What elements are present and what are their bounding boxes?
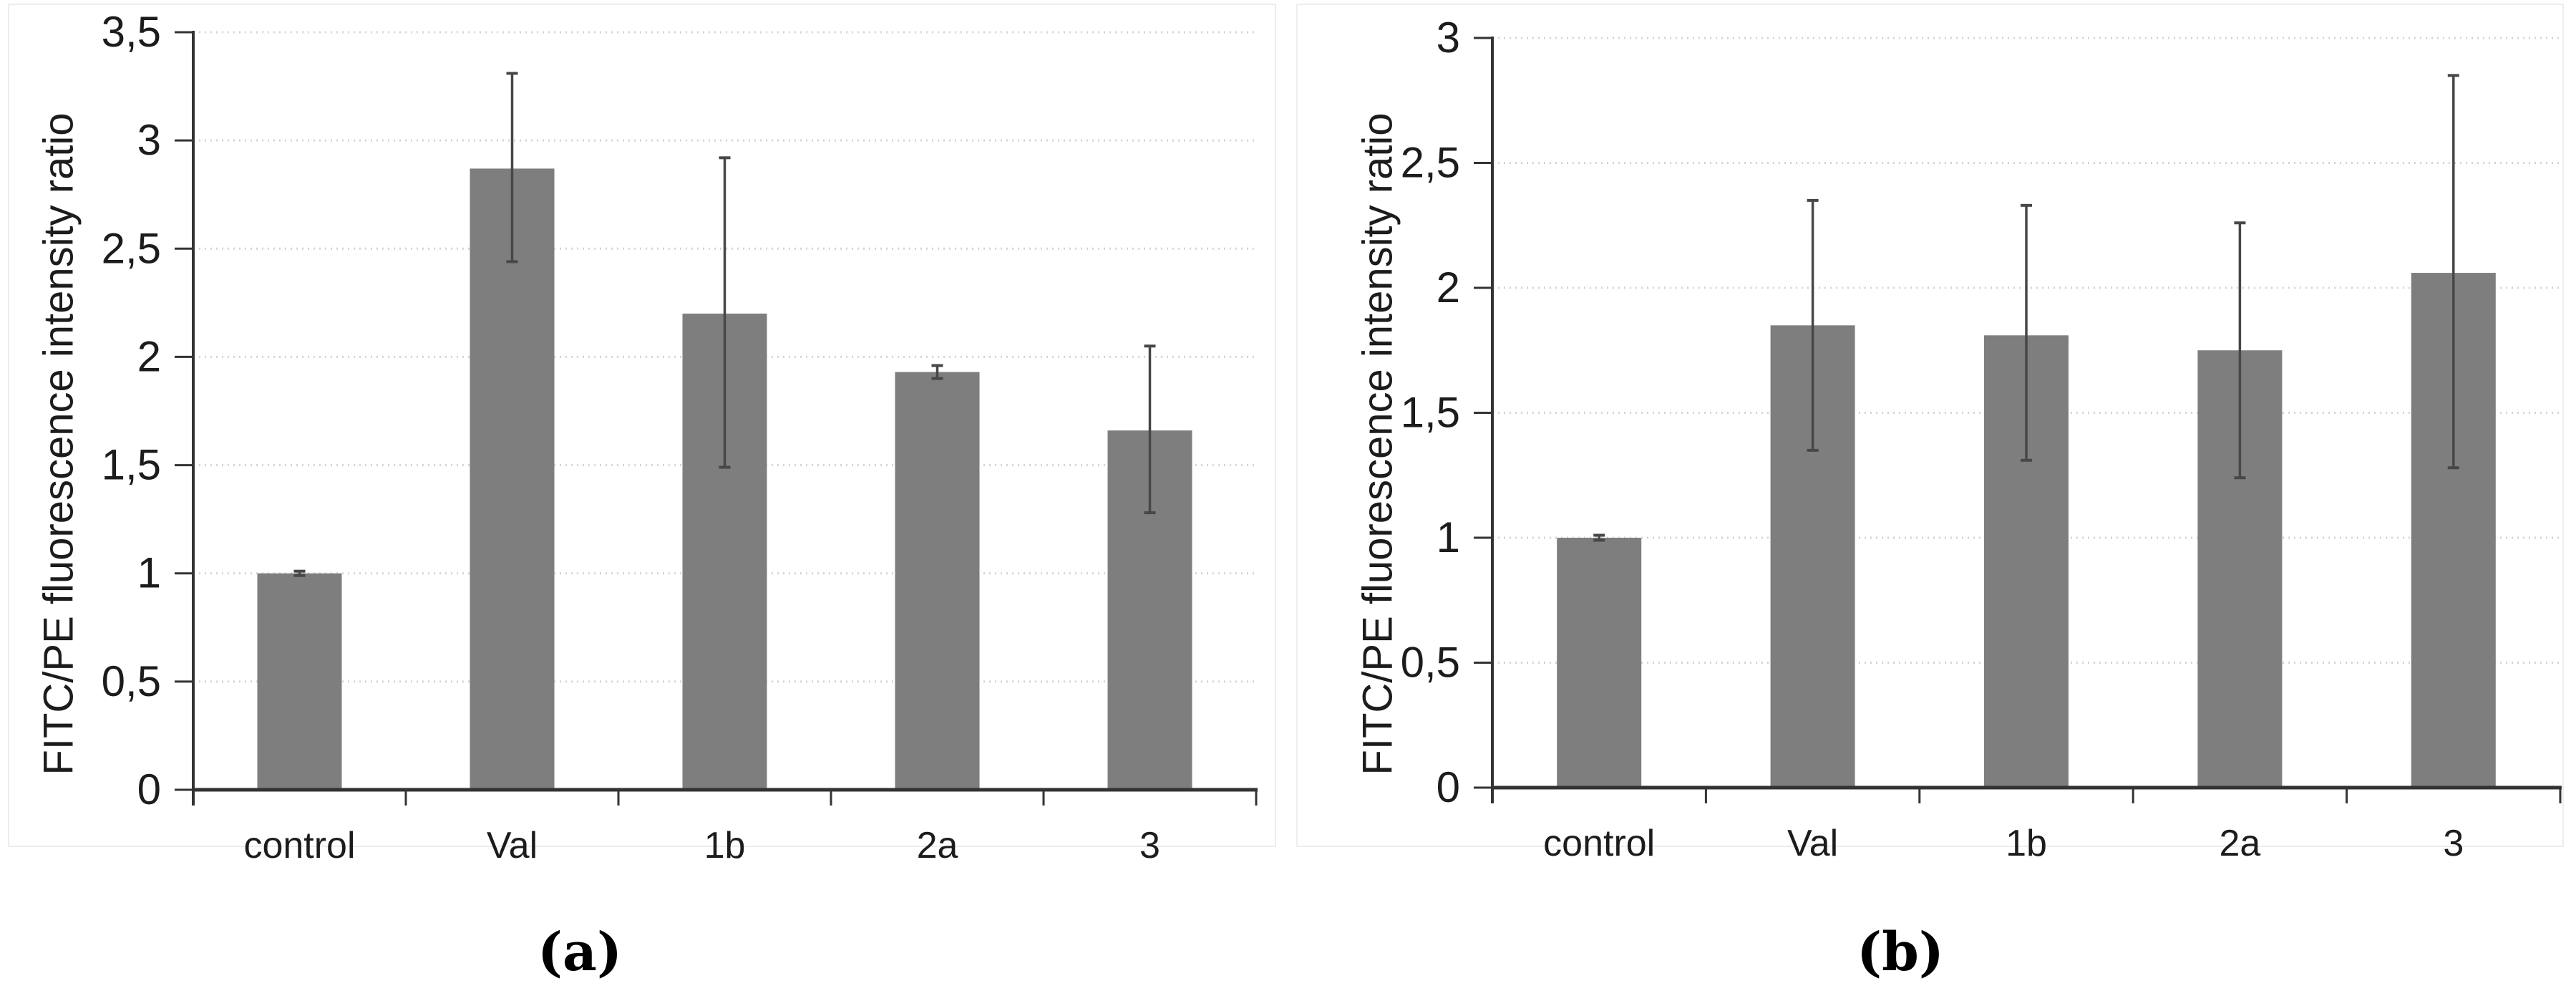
chart-border: [1296, 4, 2564, 847]
panel-label-b: (b): [1857, 922, 1944, 983]
y-tick-label: 3: [137, 116, 161, 164]
bar-Val: [470, 168, 555, 790]
bar-chart-b: 0 0,5 1 1,5 2 2,5 3 control Val 1b 2a 3: [1296, 4, 2564, 864]
y-tick-label: 0,5: [1401, 639, 1460, 687]
x-category-label: 3: [2443, 823, 2464, 864]
y-tick-label: 2,5: [102, 224, 161, 272]
bar-2a: [895, 372, 980, 790]
panel-label-a: (a): [538, 922, 622, 983]
y-tick-label: 2: [137, 332, 161, 380]
x-category-label: 2a: [917, 825, 958, 866]
y-axis-label: FITC/PE fluorescence intensity ratio: [35, 112, 82, 775]
x-category-label: 2a: [2219, 823, 2260, 864]
y-tick-label: 3: [1437, 14, 1460, 62]
chart-border: [8, 4, 1276, 847]
x-category-label: 1b: [704, 825, 746, 866]
y-tick-label: 0: [137, 765, 161, 813]
y-tick-label: 2: [1437, 263, 1460, 311]
chart-panel-b: 0 0,5 1 1,5 2 2,5 3 control Val 1b 2a 3 FITC/PE flu…: [1288, 0, 2576, 1001]
x-category-label: control: [243, 825, 355, 866]
x-category-label: Val: [487, 825, 538, 866]
bar-chart-a: 0 0,5 1 1,5 2 2,5 3 3,5 control Val 1b 2a 3: [8, 4, 1276, 866]
y-tick-label: 3,5: [102, 8, 161, 56]
y-tick-label: 2,5: [1401, 139, 1460, 187]
y-tick-label: 0,5: [102, 657, 161, 705]
y-tick-label: 1,5: [1401, 389, 1460, 437]
y-tick-label: 1,5: [102, 441, 161, 489]
y-tick-label: 0: [1437, 763, 1460, 811]
y-tick-label: 1: [137, 549, 161, 597]
bar-control: [257, 573, 342, 790]
x-category-label: Val: [1787, 823, 1838, 864]
y-tick-label: 1: [1437, 513, 1460, 561]
y-axis-label: FITC/PE fluorescence intensity ratio: [1354, 112, 1401, 775]
x-category-label: 3: [1139, 825, 1160, 866]
x-category-label: control: [1543, 823, 1655, 864]
bar-control: [1557, 538, 1642, 788]
x-category-label: 1b: [2006, 823, 2047, 864]
chart-panel-a: 0 0,5 1 1,5 2 2,5 3 3,5 control Val 1b 2a 3 FITC/PE …: [8, 4, 1276, 983]
